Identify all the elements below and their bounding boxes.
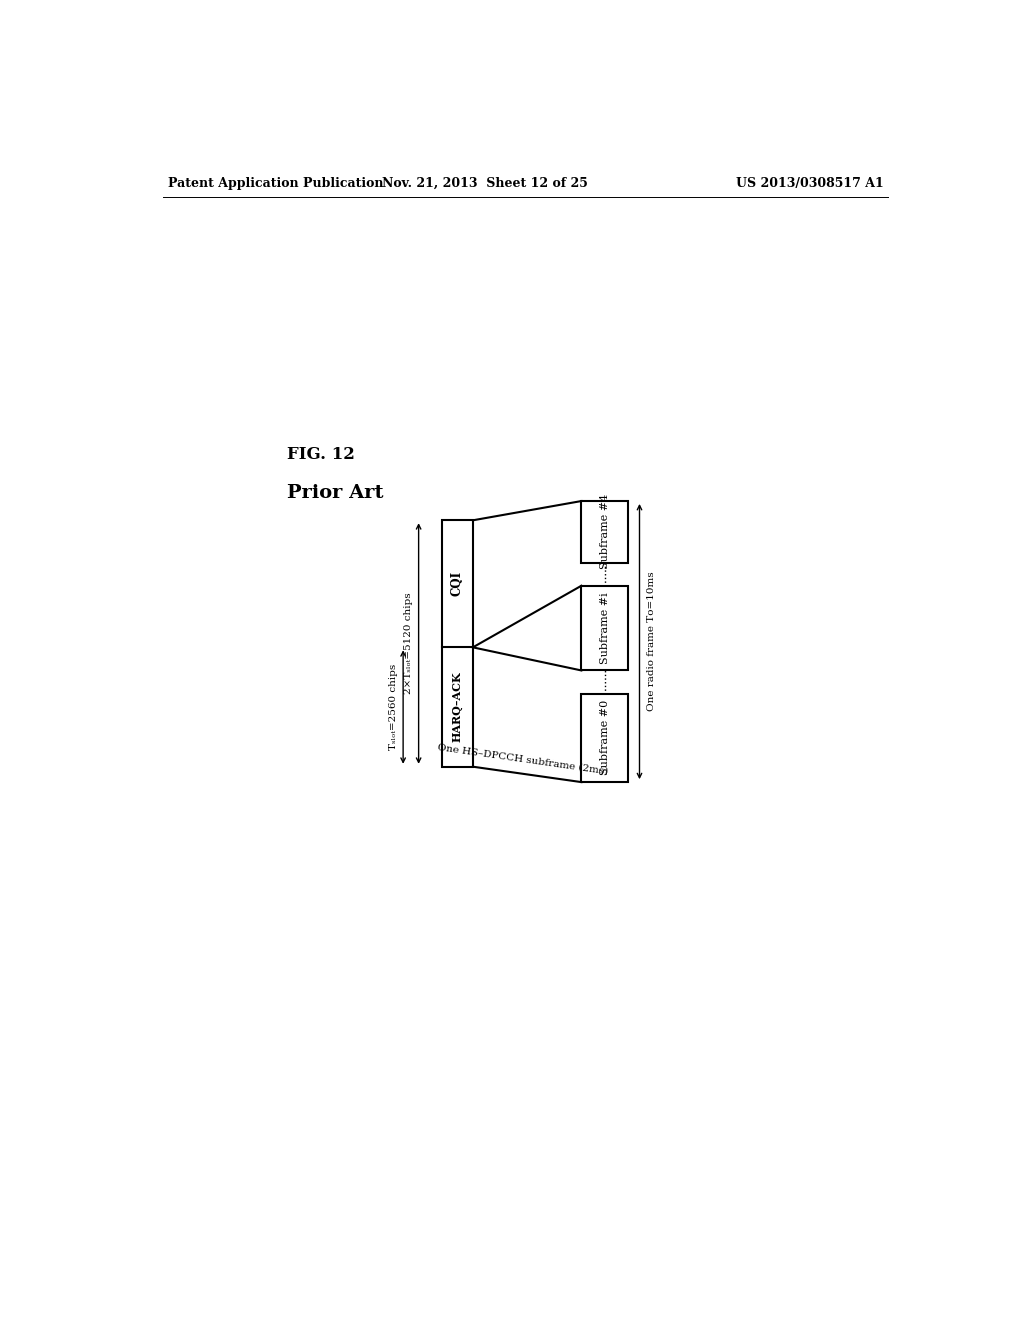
Bar [582,502,628,562]
Bar [582,586,628,671]
Text: HARQ–ACK: HARQ–ACK [452,672,463,742]
Text: One HS–DPCCH subframe (2ms): One HS–DPCCH subframe (2ms) [437,742,609,776]
Text: Subframe #4: Subframe #4 [600,494,609,569]
Text: 2×Tₛₗₒₜ=5120 chips: 2×Tₛₗₒₜ=5120 chips [404,593,414,694]
Bar [442,520,473,767]
Text: Subframe #0: Subframe #0 [600,700,609,775]
Text: One radio frame Tᴏ=10ms: One radio frame Tᴏ=10ms [647,572,656,711]
Text: CQI: CQI [451,572,464,597]
Bar [582,693,628,781]
Text: FIG. 12: FIG. 12 [287,446,354,463]
Text: Nov. 21, 2013  Sheet 12 of 25: Nov. 21, 2013 Sheet 12 of 25 [382,177,588,190]
Text: Prior Art: Prior Art [287,484,383,503]
Text: US 2013/0308517 A1: US 2013/0308517 A1 [736,177,884,190]
Text: Patent Application Publication: Patent Application Publication [168,177,384,190]
Text: Tₛₗₒₜ=2560 chips: Tₛₗₒₜ=2560 chips [389,664,397,750]
Text: Subframe #i: Subframe #i [600,593,609,664]
